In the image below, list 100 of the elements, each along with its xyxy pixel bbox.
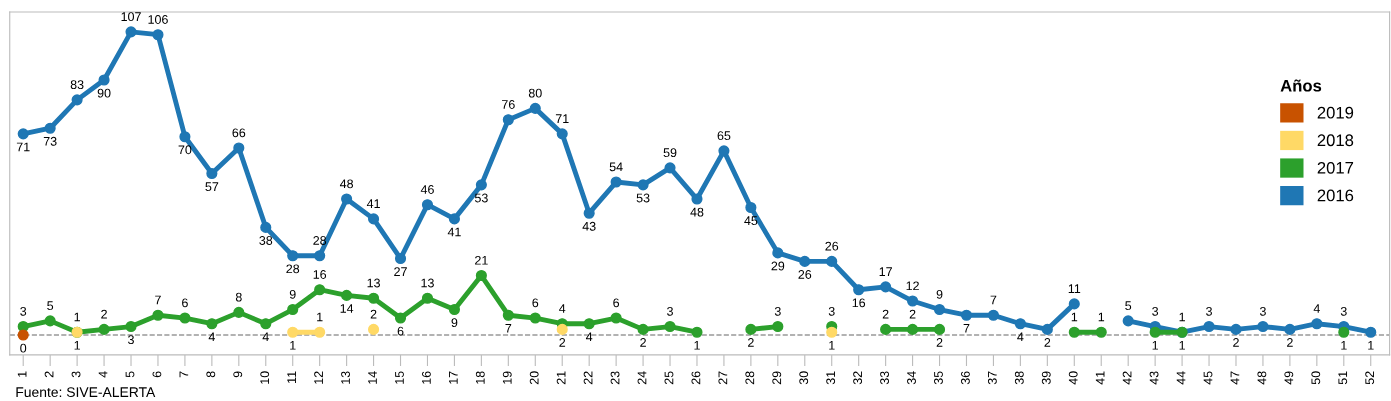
x-tick-label: 33 xyxy=(880,371,889,385)
data-label: 17 xyxy=(879,267,892,276)
data-label: 7 xyxy=(155,295,161,305)
point xyxy=(1284,323,1296,335)
data-label: 2 xyxy=(640,338,646,347)
data-label: 9 xyxy=(936,289,943,299)
data-label: 1 xyxy=(1179,312,1185,322)
data-label: 9 xyxy=(289,289,296,299)
point xyxy=(475,269,487,282)
x-tick-label: 43 xyxy=(1149,371,1159,385)
x-tick-label: 12 xyxy=(314,371,323,384)
data-label: 2 xyxy=(101,309,107,319)
data-label: 8 xyxy=(235,292,242,302)
data-label: 5 xyxy=(47,301,54,311)
x-tick-label: 50 xyxy=(1311,371,1321,385)
point xyxy=(691,326,703,338)
data-label: 6 xyxy=(532,298,539,308)
point xyxy=(799,255,811,267)
data-label: 41 xyxy=(366,199,380,208)
data-label: 16 xyxy=(852,298,866,308)
point xyxy=(1365,326,1377,338)
x-tick-label: 16 xyxy=(421,371,431,384)
data-label: 0 xyxy=(20,343,27,353)
data-label: 7 xyxy=(505,324,512,333)
point xyxy=(233,306,245,318)
data-label: 83 xyxy=(70,80,84,90)
data-label: 3 xyxy=(20,306,27,316)
x-tick-label: 18 xyxy=(475,371,485,384)
x-tick-label: 26 xyxy=(691,371,701,385)
x-tick-label: 39 xyxy=(1041,371,1051,385)
data-label: 2 xyxy=(909,309,916,319)
data-label: 2 xyxy=(1044,338,1051,347)
point xyxy=(368,292,380,304)
point xyxy=(880,323,892,335)
point xyxy=(583,207,595,219)
point xyxy=(1095,326,1107,338)
point xyxy=(341,193,353,205)
x-tick-label: 11 xyxy=(287,371,296,383)
data-label: 41 xyxy=(447,227,461,237)
point xyxy=(152,29,164,41)
data-label: 54 xyxy=(609,162,623,172)
x-tick-label: 28 xyxy=(745,371,755,385)
data-label: 71 xyxy=(16,142,30,152)
point xyxy=(152,309,164,321)
point xyxy=(179,131,191,143)
data-label: 53 xyxy=(636,193,650,203)
point xyxy=(260,318,272,330)
data-label: 13 xyxy=(421,278,434,288)
point xyxy=(368,213,380,225)
data-label: 3 xyxy=(1259,306,1266,316)
point xyxy=(125,320,137,333)
point xyxy=(637,179,649,191)
data-label: 7 xyxy=(990,295,997,305)
data-label: 70 xyxy=(178,145,192,155)
data-label: 90 xyxy=(97,88,111,98)
data-label: 1 xyxy=(317,312,323,322)
point xyxy=(853,284,865,296)
point xyxy=(502,114,514,126)
point xyxy=(206,318,218,330)
data-label: 2 xyxy=(936,338,943,347)
data-label: 57 xyxy=(205,182,219,192)
x-tick-label: 13 xyxy=(341,371,350,384)
x-tick-label: 3 xyxy=(71,371,81,378)
point xyxy=(610,312,622,324)
data-label: 3 xyxy=(1340,306,1347,316)
x-tick-label: 37 xyxy=(987,371,997,385)
legend-label: 2017 xyxy=(1317,161,1354,174)
x-tick-label: 2 xyxy=(44,371,54,378)
point xyxy=(664,320,676,333)
point xyxy=(637,323,649,335)
point xyxy=(745,323,757,335)
point xyxy=(314,326,326,338)
data-label: 106 xyxy=(148,15,168,24)
data-label: 45 xyxy=(744,216,758,226)
point xyxy=(206,167,218,180)
x-tick-label: 27 xyxy=(718,371,728,385)
data-label: 16 xyxy=(313,270,327,279)
point xyxy=(718,145,730,157)
x-tick-label: 52 xyxy=(1365,371,1375,385)
data-label: 3 xyxy=(667,306,673,316)
point xyxy=(745,201,757,214)
data-label: 38 xyxy=(259,236,273,245)
data-label: 12 xyxy=(906,281,919,291)
x-tick-label: 15 xyxy=(395,371,404,384)
point xyxy=(1230,323,1242,335)
point xyxy=(987,309,999,321)
data-label: 6 xyxy=(613,298,620,308)
x-tick-label: 40 xyxy=(1068,371,1078,385)
point xyxy=(421,292,434,304)
data-label: 1 xyxy=(1341,341,1347,350)
x-tick-label: 1 xyxy=(17,371,27,377)
x-tick-label: 21 xyxy=(556,371,566,385)
legend-title: Años xyxy=(1280,79,1322,92)
x-tick-label: 19 xyxy=(502,371,512,384)
point xyxy=(772,247,784,259)
legend-label: 2018 xyxy=(1317,134,1354,147)
data-label: 4 xyxy=(1313,304,1320,313)
point xyxy=(1257,320,1269,333)
x-tick-label: 31 xyxy=(826,371,836,385)
x-tick-label: 35 xyxy=(934,371,943,385)
